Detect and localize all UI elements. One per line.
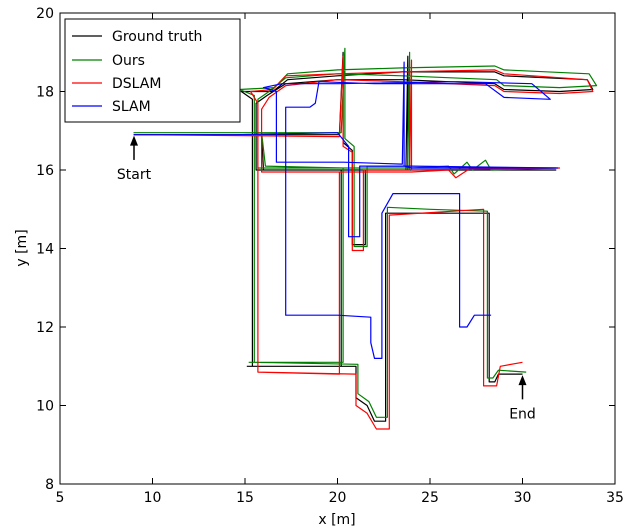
x-tick-label: 5 xyxy=(56,490,65,506)
legend-label-ground-truth: Ground truth xyxy=(112,29,202,45)
x-tick-label: 20 xyxy=(329,490,347,506)
annotation-arrowhead-start xyxy=(130,135,138,146)
series-line-dslam xyxy=(133,55,594,430)
y-tick-label: 16 xyxy=(36,163,54,179)
y-axis-label: y [m] xyxy=(14,229,30,266)
y-tick-label: 20 xyxy=(36,6,54,22)
x-tick-label: 30 xyxy=(514,490,532,506)
y-tick-label: 12 xyxy=(36,320,54,336)
y-tick-label: 10 xyxy=(36,399,54,415)
x-axis-label: x [m] xyxy=(318,512,355,528)
series-line-ground-truth xyxy=(133,51,594,422)
x-tick-label: 35 xyxy=(606,490,624,506)
annotation-arrowhead-end xyxy=(518,375,527,386)
legend-label-ours: Ours xyxy=(112,53,145,69)
annotation-label-end: End xyxy=(509,406,536,422)
legend-label-slam: SLAM xyxy=(112,99,151,115)
series-layer xyxy=(133,47,598,430)
x-tick-label: 25 xyxy=(421,490,439,506)
tick-layer: 5 10 15 20 25 30 35 8 10 12 14 16 18 20 xyxy=(36,6,624,506)
y-tick-label: 8 xyxy=(45,477,54,493)
annotation-label-start: Start xyxy=(117,167,152,183)
legend: Ground truth Ours DSLAM SLAM xyxy=(64,18,241,123)
x-tick-label: 10 xyxy=(144,490,162,506)
x-tick-label: 15 xyxy=(236,490,254,506)
annotation-layer: Start End xyxy=(117,135,536,422)
y-tick-label: 18 xyxy=(36,85,54,101)
legend-label-dslam: DSLAM xyxy=(112,76,161,92)
y-tick-label: 14 xyxy=(36,242,54,258)
series-line-slam xyxy=(134,61,559,359)
